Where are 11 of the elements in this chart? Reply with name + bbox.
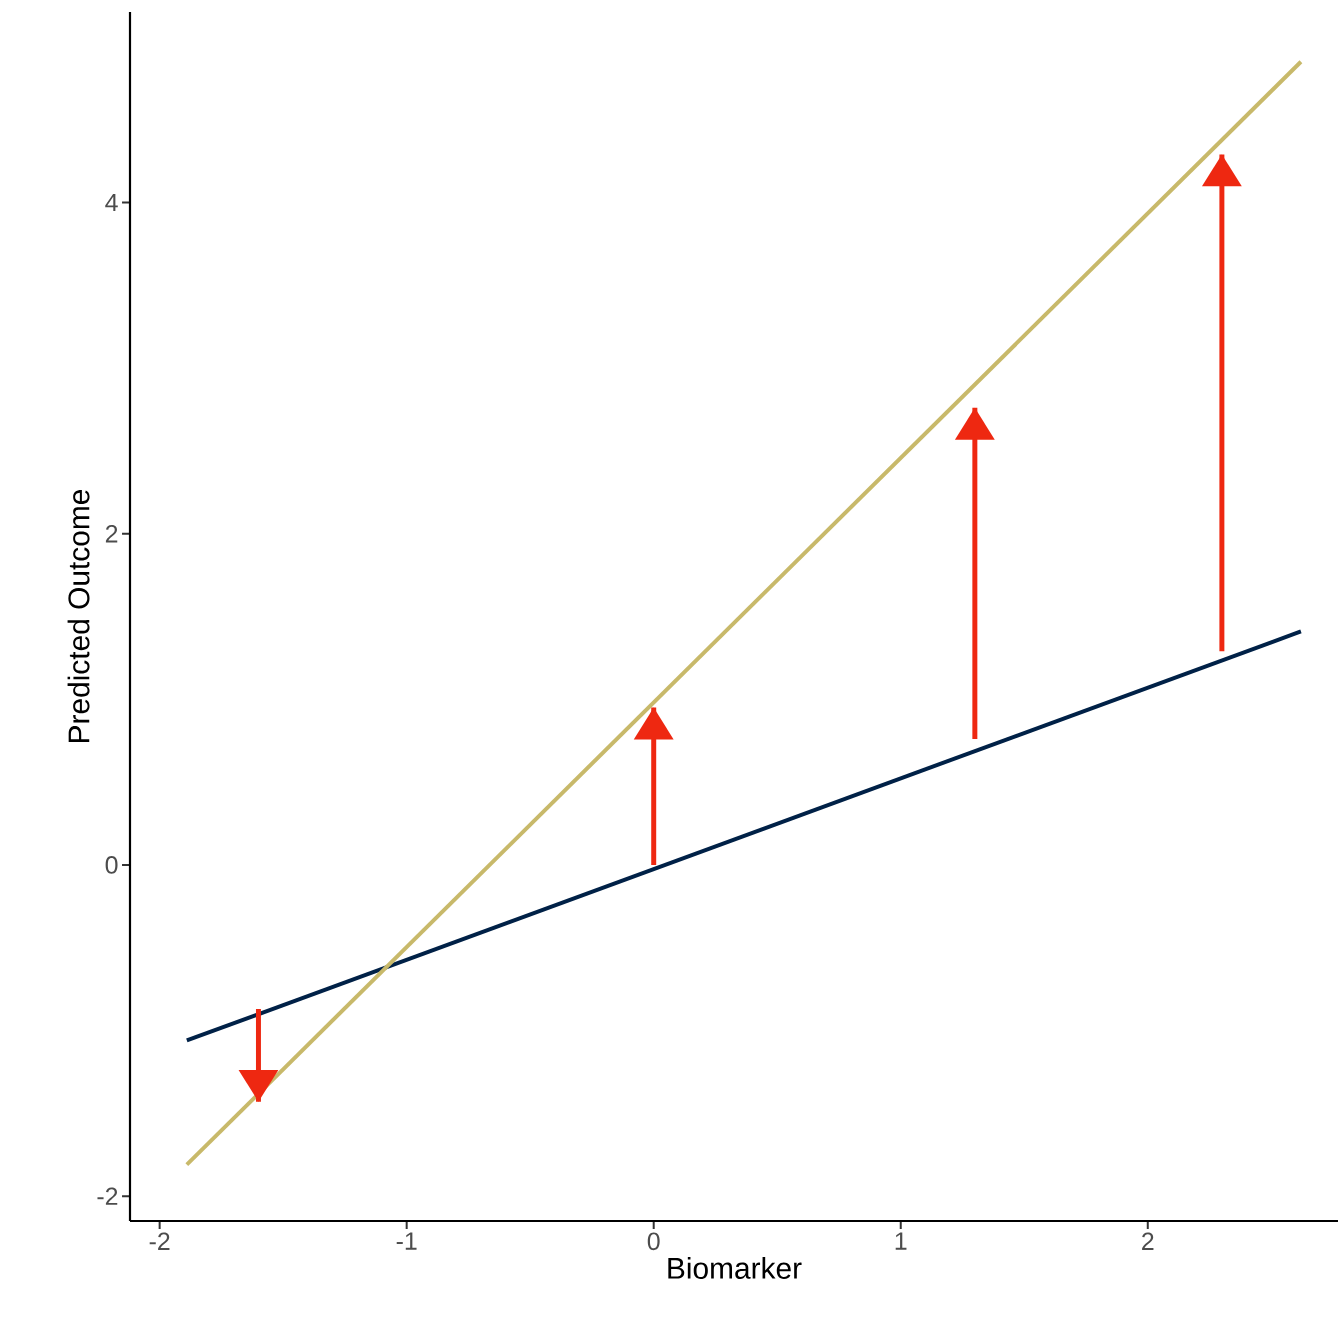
y-tick-label: 4	[105, 193, 118, 212]
x-axis-title: Biomarker	[668, 1256, 802, 1279]
x-tick-label: 1	[895, 1232, 907, 1250]
x-tick-label: -2	[149, 1232, 170, 1250]
x-tick-label: -1	[396, 1232, 417, 1250]
x-tick-label: 0	[647, 1232, 660, 1251]
y-tick-label: 0	[105, 856, 118, 874]
y-tick-label: -2	[97, 1187, 118, 1205]
y-tick-label: 2	[105, 525, 118, 543]
y-axis-title: Predicted Outcome	[67, 489, 90, 742]
x-tick-label: 2	[1142, 1232, 1154, 1250]
